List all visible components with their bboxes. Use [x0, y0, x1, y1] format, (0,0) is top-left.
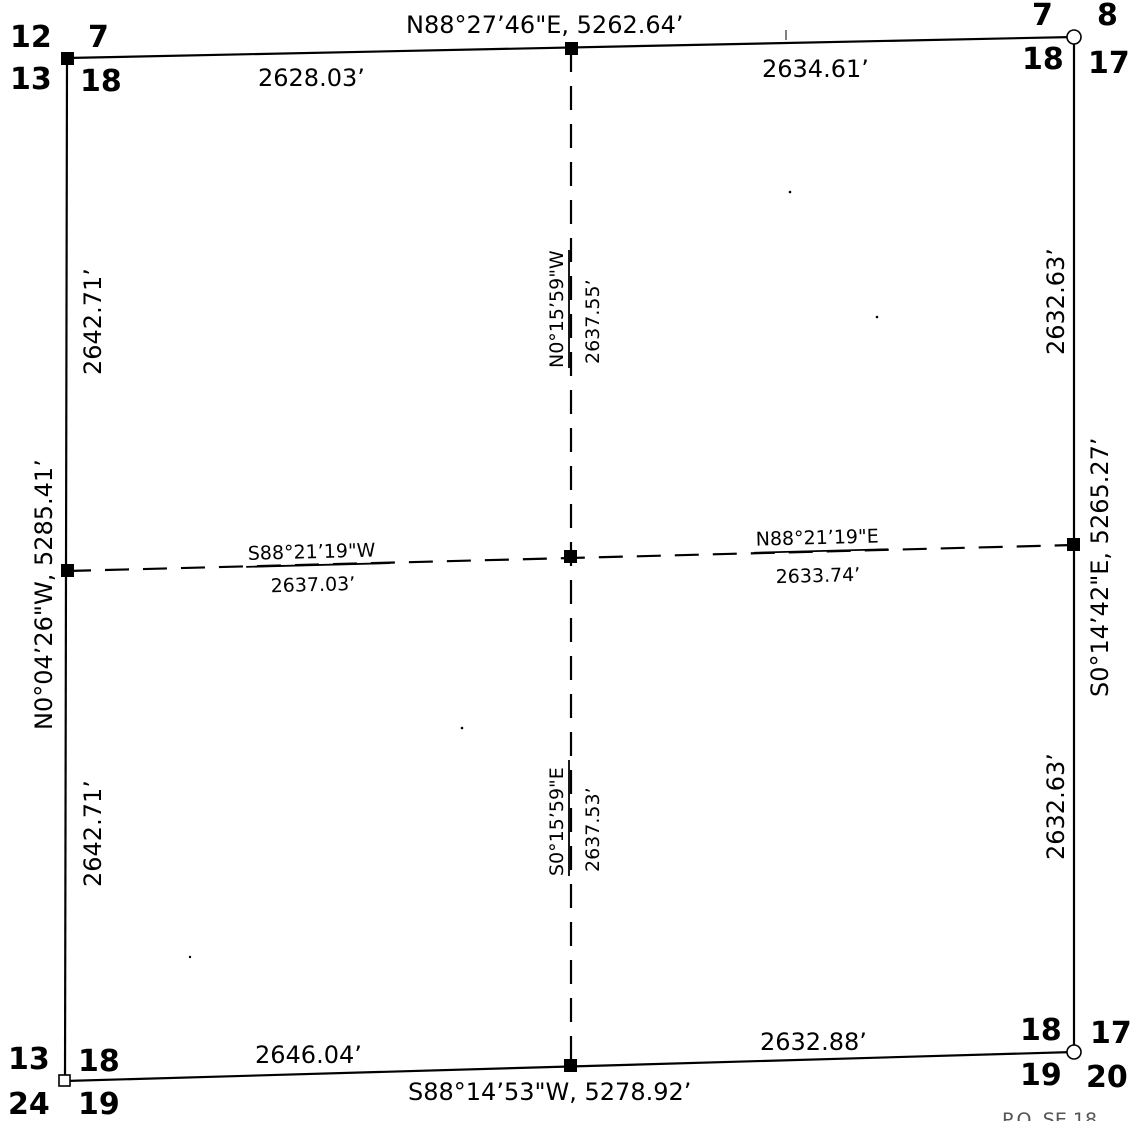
- center-west-label-group: S88°21’19"W 2637.03’: [246, 539, 391, 597]
- center-east-distance: 2633.74’: [775, 564, 860, 588]
- center-south-bearing: S0°15’59"E: [546, 767, 568, 876]
- section-number: 19: [1020, 1058, 1062, 1093]
- label-underline: [246, 562, 391, 568]
- center-west-distance: 2637.03’: [270, 573, 355, 597]
- north-line-east-distance: 2634.61’: [762, 55, 869, 83]
- north-line-bearing-distance: N88°27’46"E, 5262.64’: [406, 11, 684, 39]
- east-line-bearing-distance: S0°14’42"E, 5265.27’: [1086, 437, 1114, 697]
- center-south-distance: 2637.53’: [582, 787, 604, 872]
- section-number: 24: [8, 1087, 50, 1121]
- monument-se-corner: [1066, 1044, 1082, 1060]
- section-number: 7: [1032, 0, 1053, 33]
- center-west-bearing: S88°21’19"W: [248, 539, 376, 564]
- monument-sw-corner: [58, 1074, 71, 1087]
- west-line-north-distance: 2642.71’: [79, 268, 107, 375]
- south-line-west-distance: 2646.04’: [255, 1041, 362, 1069]
- section-number: 18: [1020, 1013, 1062, 1048]
- scan-speck: [875, 315, 879, 319]
- west-line-south-distance: 2642.71’: [79, 780, 107, 887]
- scan-speck: [788, 190, 792, 194]
- section-number: 17: [1088, 46, 1130, 81]
- section-number: 8: [1097, 0, 1118, 33]
- monument-ne-corner: [1066, 29, 1082, 45]
- footer-note: P.O. SE 18: [1002, 1109, 1097, 1121]
- section-number: 13: [8, 1042, 50, 1077]
- section-number: 13: [10, 62, 52, 97]
- center-south-label-group: S0°15’59"E 2637.53’: [546, 760, 604, 876]
- west-line-bearing-distance: N0°04’26"W, 5285.41’: [30, 459, 58, 730]
- center-east-bearing: N88°21’19"E: [755, 525, 879, 550]
- monument-nw-corner: [61, 52, 74, 65]
- east-line-north-distance: 2632.63’: [1042, 248, 1070, 355]
- east-line-south-distance: 2632.63’: [1042, 753, 1070, 860]
- section-number: 18: [80, 64, 122, 99]
- center-north-distance: 2637.55’: [582, 279, 604, 364]
- monument-west-quarter: [61, 564, 74, 577]
- scan-speck: [188, 955, 192, 959]
- section-number: 18: [1022, 42, 1064, 77]
- scan-speck: [460, 726, 464, 730]
- section-number: 7: [88, 20, 109, 55]
- section-number: 18: [78, 1044, 120, 1079]
- section-number: 20: [1086, 1060, 1128, 1095]
- center-north-label-group: N0°15’59"W 2637.55’: [546, 250, 604, 368]
- monument-east-quarter: [1067, 538, 1080, 551]
- label-underline: [754, 548, 889, 554]
- section-number: 17: [1090, 1016, 1132, 1051]
- monument-center: [564, 550, 577, 563]
- center-east-label-group: N88°21’19"E 2633.74’: [754, 525, 889, 588]
- center-north-bearing: N0°15’59"W: [546, 250, 568, 368]
- south-line-bearing-distance: S88°14’53"W, 5278.92’: [408, 1078, 691, 1106]
- monument-north-quarter: [565, 42, 578, 55]
- south-line-east-distance: 2632.88’: [760, 1028, 867, 1056]
- north-line-west-distance: 2628.03’: [258, 64, 365, 92]
- section-number: 19: [78, 1087, 120, 1121]
- section-number: 12: [10, 20, 52, 55]
- monument-south-quarter: [564, 1059, 577, 1072]
